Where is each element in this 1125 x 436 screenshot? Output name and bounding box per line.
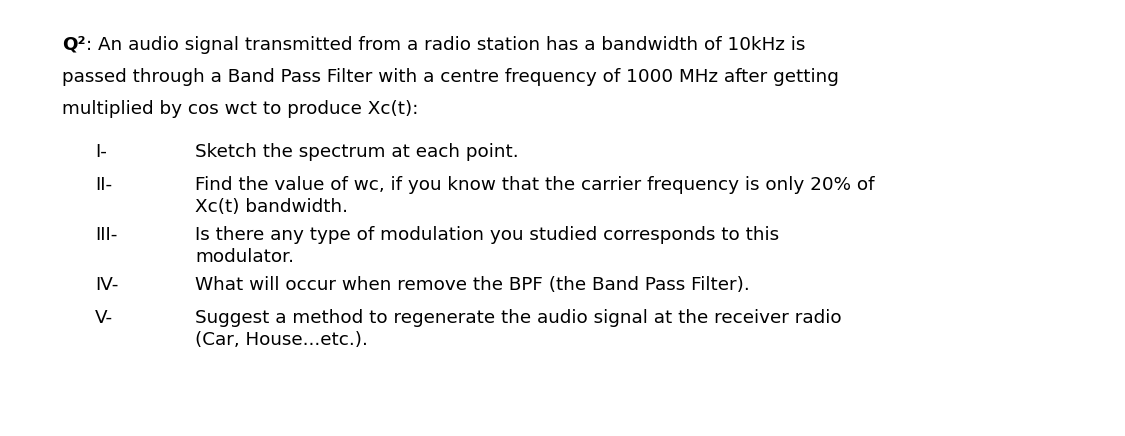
Text: What will occur when remove the BPF (the Band Pass Filter).: What will occur when remove the BPF (the…	[195, 276, 749, 294]
Text: II-: II-	[94, 176, 112, 194]
Text: V-: V-	[94, 309, 114, 327]
Text: Xc(t) bandwidth.: Xc(t) bandwidth.	[195, 198, 348, 216]
Text: Sketch the spectrum at each point.: Sketch the spectrum at each point.	[195, 143, 519, 161]
Text: IV-: IV-	[94, 276, 118, 294]
Text: modulator.: modulator.	[195, 248, 294, 266]
Text: Find the value of wc, if you know that the carrier frequency is only 20% of: Find the value of wc, if you know that t…	[195, 176, 874, 194]
Text: Q²: Q²	[62, 36, 86, 54]
Text: Is there any type of modulation you studied corresponds to this: Is there any type of modulation you stud…	[195, 226, 780, 244]
Text: multiplied by cos wct to produce Xc(t):: multiplied by cos wct to produce Xc(t):	[62, 100, 418, 118]
Text: (Car, House...etc.).: (Car, House...etc.).	[195, 331, 368, 349]
Text: Suggest a method to regenerate the audio signal at the receiver radio: Suggest a method to regenerate the audio…	[195, 309, 842, 327]
Text: : An audio signal transmitted from a radio station has a bandwidth of 10kHz is: : An audio signal transmitted from a rad…	[86, 36, 806, 54]
Text: passed through a Band Pass Filter with a centre frequency of 1000 MHz after gett: passed through a Band Pass Filter with a…	[62, 68, 839, 86]
Text: III-: III-	[94, 226, 117, 244]
Text: I-: I-	[94, 143, 107, 161]
